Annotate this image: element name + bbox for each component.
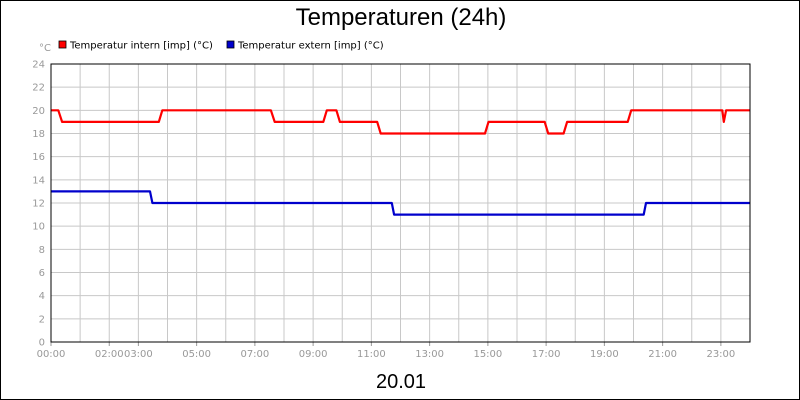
chart-title: Temperaturen (24h): [295, 4, 507, 31]
x-tick-label: 15:00: [473, 349, 502, 360]
y-tick-label: 4: [39, 291, 45, 302]
series-line-intern: [51, 109, 750, 135]
legend-label: Temperatur extern [imp] (°C): [237, 41, 384, 52]
y-axis-label: °C: [39, 43, 51, 54]
x-tick-label: 23:00: [706, 349, 735, 360]
x-tick-label: 09:00: [299, 349, 328, 360]
y-tick-label: 12: [32, 199, 45, 210]
x-tick-label: 11:00: [357, 349, 386, 360]
y-tick-label: 10: [32, 222, 45, 233]
y-tick-label: 8: [39, 245, 45, 256]
x-tick-label: 05:00: [182, 349, 211, 360]
y-tick-label: 14: [32, 175, 45, 186]
y-tick-label: 22: [32, 83, 45, 94]
y-tick-label: 2: [39, 314, 45, 325]
x-tick-label: 02:00: [95, 349, 124, 360]
x-tick-label: 19:00: [590, 349, 619, 360]
x-tick-label: 00:00: [37, 349, 66, 360]
series-line-extern: [51, 190, 750, 216]
legend-swatch: [58, 40, 67, 49]
y-tick-label: 18: [32, 129, 45, 140]
legend-swatch: [226, 40, 235, 49]
date-label: 20.01: [376, 371, 426, 393]
y-tick-label: 24: [32, 60, 45, 71]
y-tick-label: 16: [32, 152, 45, 163]
x-tick-label: 21:00: [648, 349, 677, 360]
y-tick-label: 6: [39, 268, 45, 279]
y-tick-label: 0: [39, 338, 45, 349]
legend-label: Temperatur intern [imp] (°C): [69, 41, 213, 52]
x-tick-label: 03:00: [124, 349, 153, 360]
y-tick-label: 20: [32, 106, 45, 117]
x-tick-label: 17:00: [532, 349, 561, 360]
plot-border: [50, 63, 751, 343]
x-tick-label: 07:00: [240, 349, 269, 360]
x-tick-label: 13:00: [415, 349, 444, 360]
